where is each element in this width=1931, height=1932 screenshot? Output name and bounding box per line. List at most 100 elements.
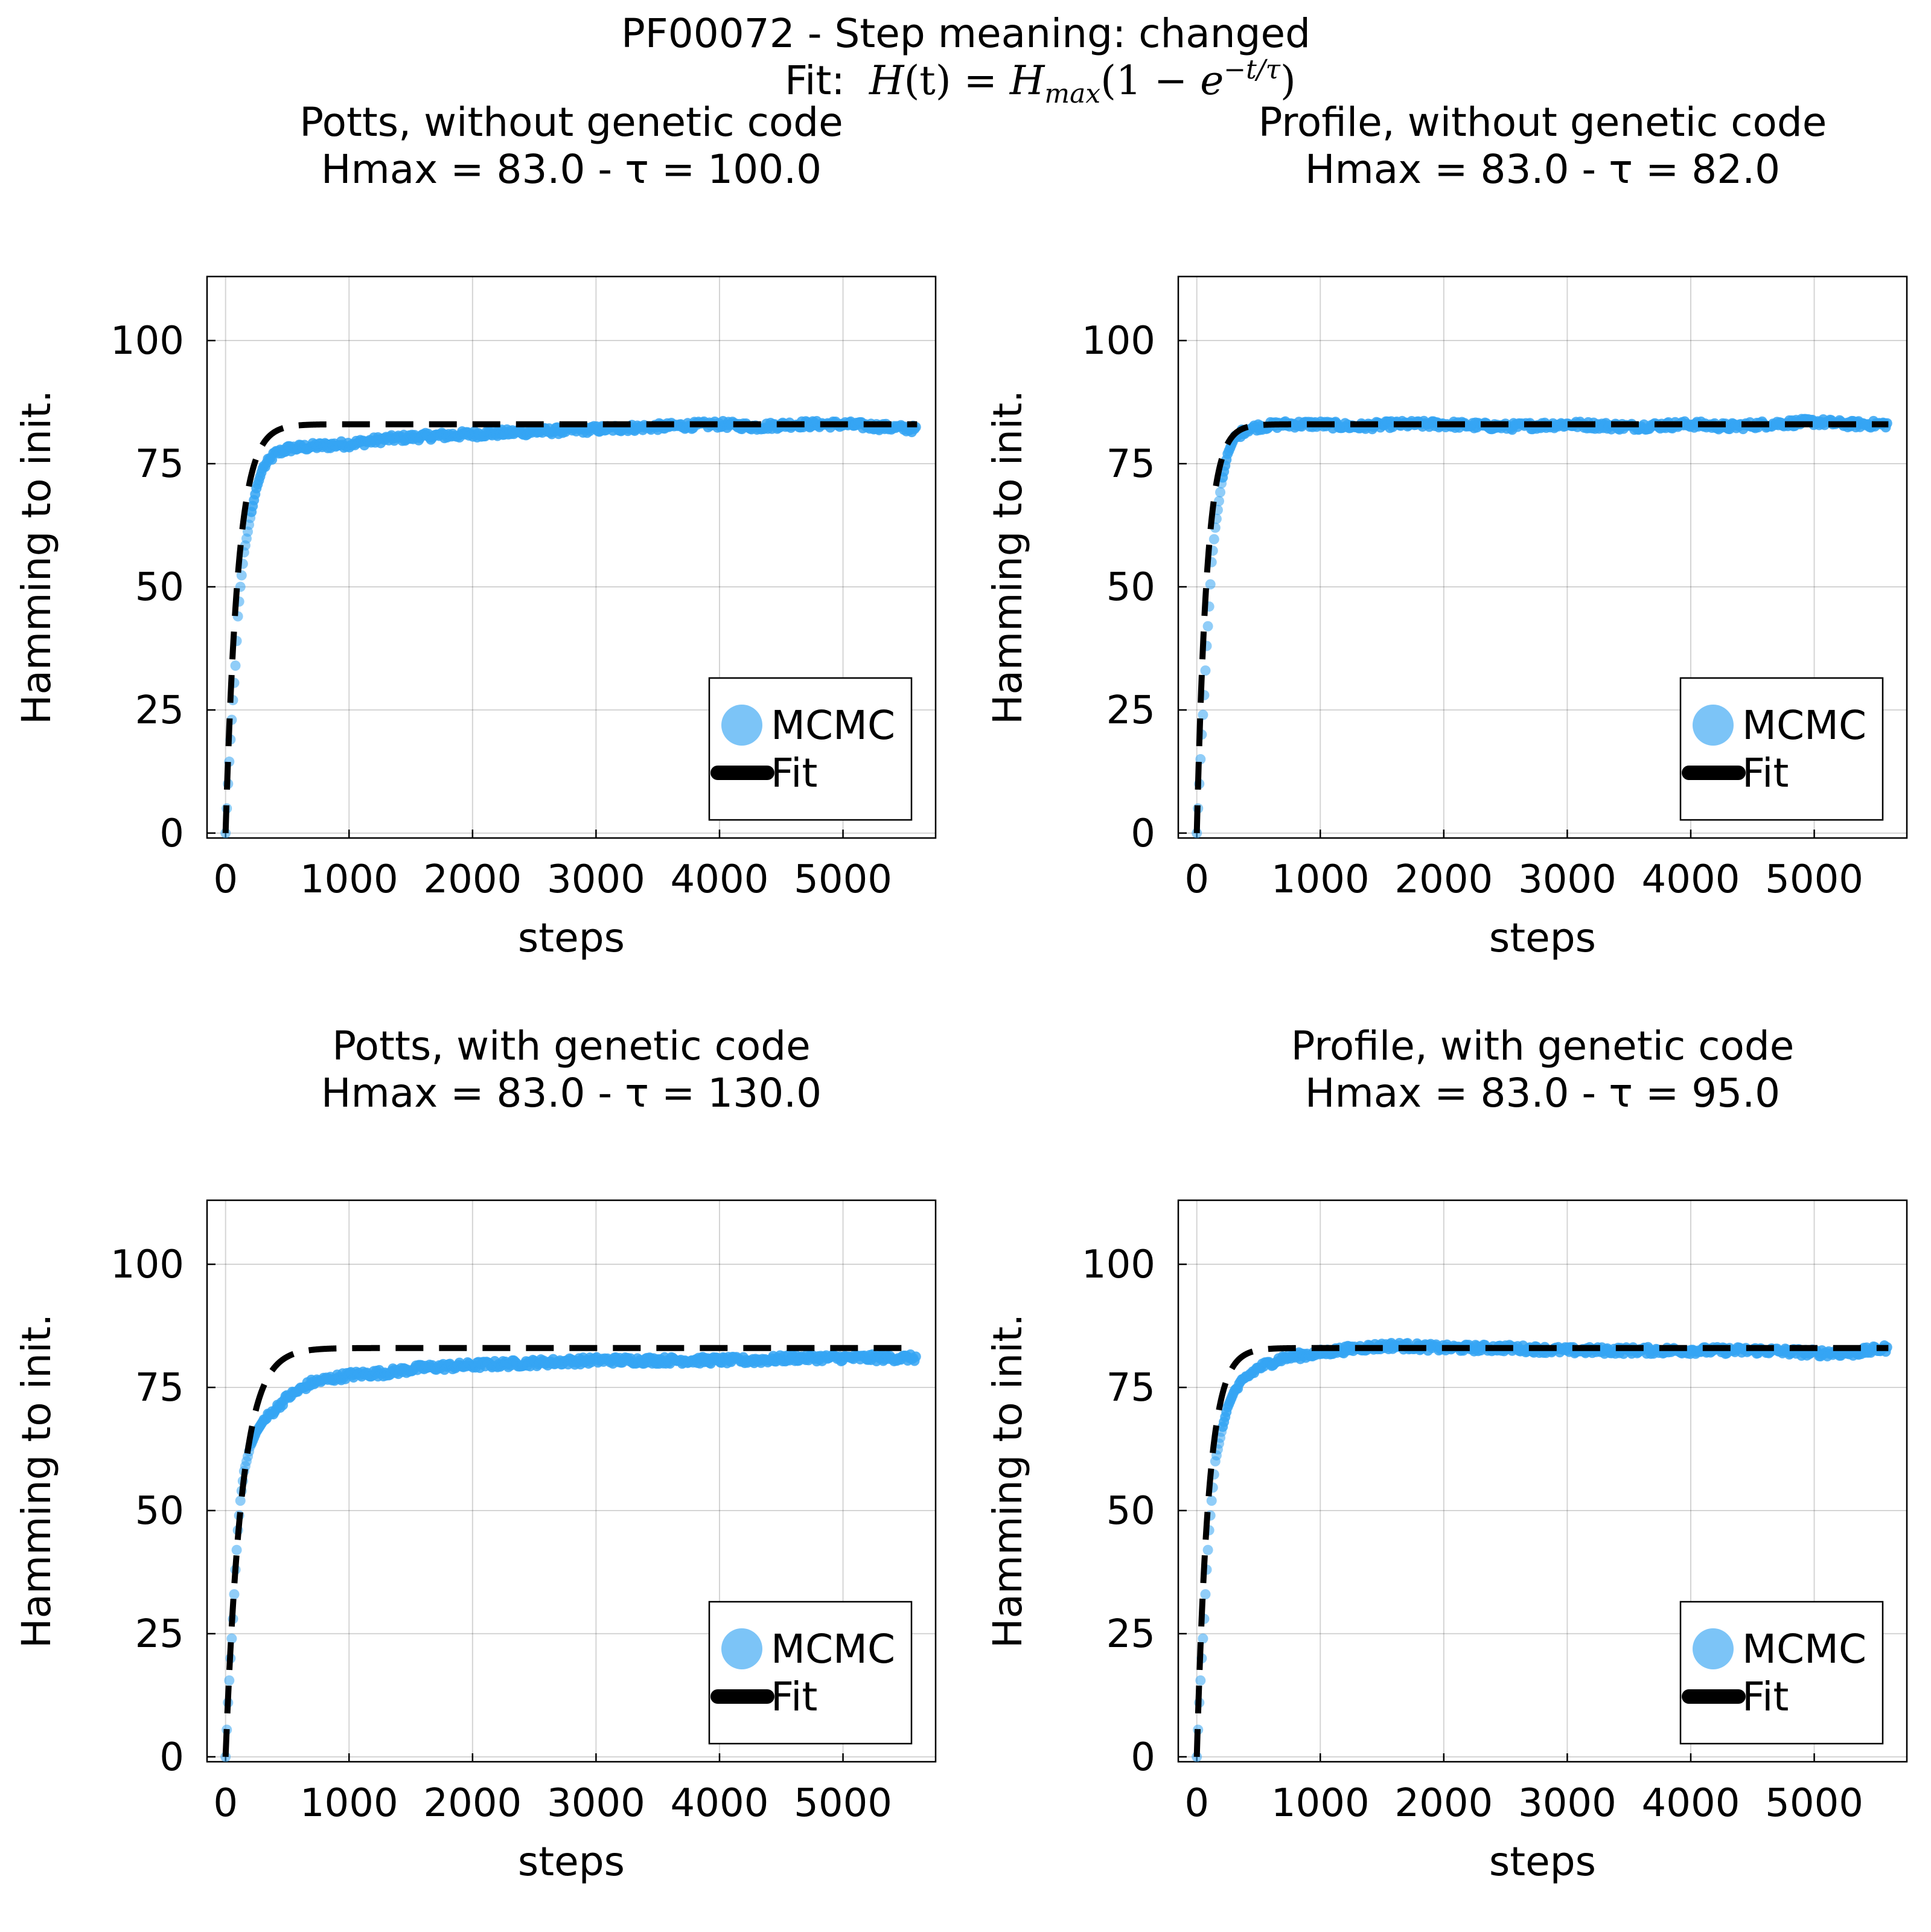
x-axis-label: steps	[518, 1838, 625, 1885]
figure-suptitle: PF00072 - Step meaning: changed	[621, 10, 1310, 57]
mcmc-point	[1208, 534, 1219, 545]
x-tick-label: 0	[1184, 857, 1209, 902]
x-tick-label: 0	[213, 857, 238, 902]
legend-box	[1679, 1601, 1884, 1745]
x-tick-label: 4000	[1642, 1781, 1740, 1826]
x-tick-label: 1000	[1271, 857, 1370, 902]
legend-fit-label: Fit	[1742, 750, 1789, 796]
x-tick-label: 5000	[794, 857, 892, 902]
subplot-title: Potts, without genetic code	[299, 99, 843, 146]
y-tick-label: 25	[1106, 1612, 1155, 1657]
mcmc-point	[1200, 1589, 1211, 1600]
grid	[207, 277, 936, 838]
fit-series	[1193, 1345, 1889, 1757]
x-tick-label: 4000	[671, 857, 769, 902]
legend-mcmc-label: MCMC	[771, 702, 895, 749]
legend-fit-label: Fit	[771, 750, 817, 796]
x-tick-label: 5000	[1765, 1781, 1863, 1826]
mcmc-point	[1214, 496, 1225, 507]
mcmc-point	[1200, 665, 1211, 676]
legend-box	[708, 677, 913, 821]
fit-curve	[222, 1345, 918, 1758]
mcmc-point	[1202, 1544, 1213, 1555]
y-axis-label: Hamming to init.	[985, 1314, 1031, 1648]
y-tick-label: 100	[1082, 319, 1155, 363]
x-tick-label: 2000	[1394, 1781, 1493, 1826]
legend-mcmc-label: MCMC	[1742, 702, 1866, 749]
subplot-title: Profile, with genetic code	[1291, 1023, 1795, 1069]
mcmc-point	[1215, 487, 1226, 497]
y-tick-label: 25	[1106, 688, 1155, 733]
fit-series	[1193, 421, 1889, 833]
mcmc-point	[1198, 709, 1208, 720]
fit-curve	[222, 421, 918, 833]
y-tick-label: 25	[135, 1612, 184, 1657]
subplot-subtitle: Hmax = 83.0 - τ = 82.0	[1305, 146, 1780, 193]
mcmc-point	[229, 1589, 240, 1600]
x-tick-label: 2000	[423, 857, 522, 902]
y-tick-label: 50	[1106, 1489, 1155, 1534]
axes-frame	[206, 1199, 937, 1763]
subplot-title: Potts, with genetic code	[332, 1023, 811, 1069]
legend-fit-label: Fit	[771, 1674, 817, 1720]
x-tick-label: 5000	[1765, 857, 1863, 902]
mcmc-point	[226, 1633, 237, 1644]
x-tick-label: 2000	[423, 1781, 522, 1826]
x-tick-label: 4000	[671, 1781, 769, 1826]
legend-box	[708, 1601, 913, 1745]
y-tick-label: 100	[110, 319, 184, 363]
mcmc-point	[235, 1495, 246, 1506]
y-tick-label: 0	[159, 1735, 184, 1780]
legend-mcmc-marker	[721, 1628, 762, 1669]
y-axis-label: Hamming to init.	[985, 390, 1031, 724]
y-tick-label: 25	[135, 688, 184, 733]
legend-mcmc-marker	[1693, 705, 1734, 746]
fit-curve	[1193, 1345, 1889, 1757]
fit-series	[222, 1345, 918, 1758]
x-tick-label: 1000	[300, 857, 398, 902]
y-tick-label: 75	[1106, 442, 1155, 487]
y-tick-label: 75	[1106, 1366, 1155, 1410]
x-axis-label: steps	[1489, 915, 1596, 961]
mcmc-point	[224, 1675, 235, 1686]
x-axis-label: steps	[1489, 1838, 1596, 1885]
y-tick-label: 0	[1131, 811, 1155, 856]
x-tick-label: 1000	[300, 1781, 398, 1826]
mcmc-point	[1195, 753, 1206, 764]
y-axis-label: Hamming to init.	[13, 390, 60, 724]
y-tick-label: 100	[1082, 1243, 1155, 1287]
x-tick-label: 3000	[1518, 1781, 1617, 1826]
y-tick-label: 50	[135, 565, 184, 610]
fit-formula: Fit: H(t) = Hmax(1 − e−t/τ)	[785, 54, 1296, 109]
y-tick-label: 50	[135, 1489, 184, 1534]
x-tick-label: 5000	[794, 1781, 892, 1826]
legend-mcmc-label: MCMC	[1742, 1626, 1866, 1672]
x-tick-label: 3000	[547, 857, 645, 902]
mcmc-point	[1205, 579, 1216, 590]
x-tick-label: 0	[213, 1781, 238, 1826]
mcmc-point	[230, 660, 241, 671]
x-tick-label: 3000	[1518, 857, 1617, 902]
mcmc-point	[1195, 1675, 1206, 1686]
y-axis-label: Hamming to init.	[13, 1314, 60, 1648]
x-tick-label: 1000	[1271, 1781, 1370, 1826]
axes-frame	[206, 275, 937, 839]
legend-mcmc-label: MCMC	[771, 1626, 895, 1672]
subplot-subtitle: Hmax = 83.0 - τ = 95.0	[1305, 1070, 1780, 1116]
mcmc-point	[1198, 1633, 1208, 1644]
legend-box	[1679, 677, 1884, 821]
legend-mcmc-marker	[721, 705, 762, 746]
mcmc-point	[910, 1351, 921, 1362]
mcmc-point	[1202, 621, 1213, 632]
legend-fit-label: Fit	[1742, 1674, 1789, 1720]
axes-frame	[1177, 275, 1908, 839]
x-tick-label: 0	[1184, 1781, 1209, 1826]
